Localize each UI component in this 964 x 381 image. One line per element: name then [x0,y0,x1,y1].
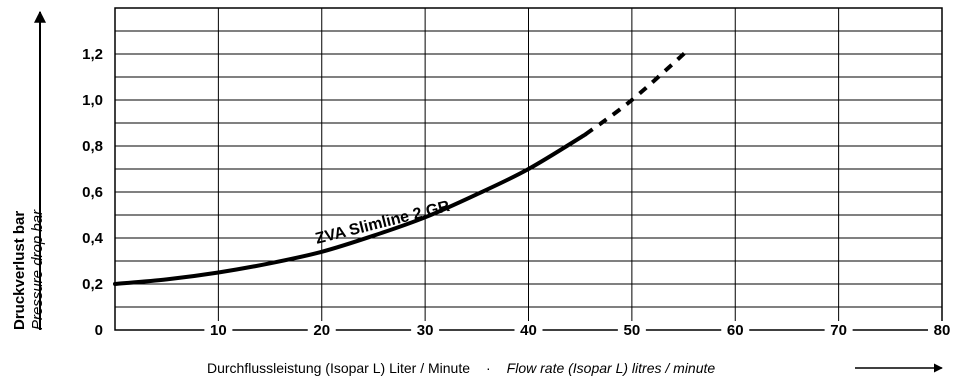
x-tick-label: 80 [934,322,951,339]
y-tick-label: 1,0 [82,92,103,109]
x-axis-title-de: Durchflussleistung (Isopar L) Liter / Mi… [207,360,470,376]
x-tick-label-bg [307,321,336,339]
x-tick-label-bg [928,321,956,339]
x-axis-title-separator: · [486,360,491,376]
x-tick-label-bg [411,321,440,339]
y-tick-label: 0 [95,322,103,339]
x-tick-label-bg [514,321,543,339]
y-axis-title-de: Druckverlust bar [11,211,28,330]
y-axis: 0 0,2 0,4 0,6 0,8 1,0 1,2 [82,46,104,339]
x-tick-label: 50 [624,322,641,339]
x-axis-title-en: Flow rate (Isopar L) litres / minute [507,360,716,376]
x-axis: 10 20 30 40 50 60 70 80 [204,321,956,339]
x-tick-label-bg [824,321,853,339]
series-group: ZVA Slimline 2 GR [113,47,691,286]
y-tick-label: 1,2 [82,46,103,63]
y-tick-label: 0,6 [82,184,103,201]
x-tick-label: 40 [520,322,537,339]
series-line-solid [113,132,588,286]
y-tick-label: 0,2 [82,276,103,293]
y-tick-label: 0,8 [82,138,103,155]
y-axis-title-en: Pressure drop bar [29,209,46,330]
x-tick-label: 30 [417,322,434,339]
series-line-dashed [584,47,691,137]
x-tick-label: 10 [210,322,227,339]
x-tick-label-bg [617,321,646,339]
x-tick-label-bg [204,321,233,339]
x-tick-label: 70 [830,322,847,339]
y-tick-label: 0,4 [82,230,104,247]
x-tick-label: 60 [727,322,744,339]
series-label: ZVA Slimline 2 GR [314,198,452,248]
x-tick-label: 20 [313,322,330,339]
x-tick-label-bg [721,321,750,339]
x-axis-title: Durchflussleistung (Isopar L) Liter / Mi… [207,360,715,377]
